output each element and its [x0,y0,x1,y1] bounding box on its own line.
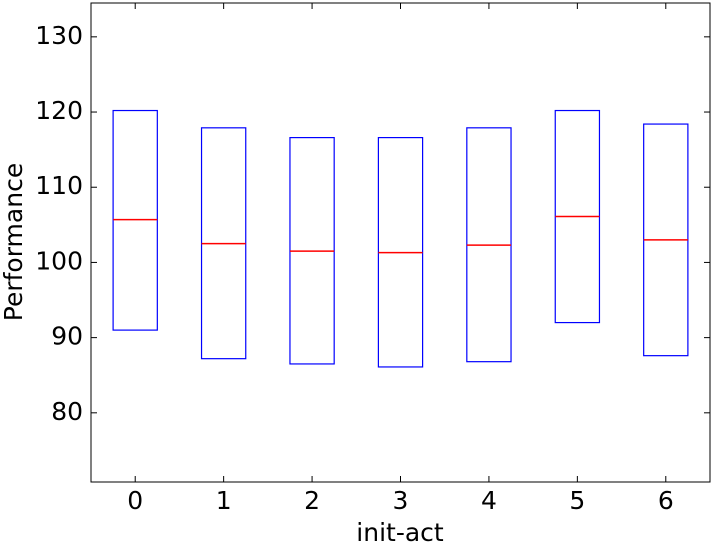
x-tick-label: 1 [216,486,232,515]
x-tick-label: 5 [569,486,585,515]
y-tick-label: 90 [51,322,83,351]
y-tick-label: 110 [35,171,83,200]
y-tick-label: 130 [35,21,83,50]
box [112,109,158,331]
y-tick-label: 100 [35,246,83,275]
x-tick-label: 0 [127,486,143,515]
x-axis-label: init-act [356,518,444,547]
x-tick-label: 6 [658,486,674,515]
x-tick-label: 4 [481,486,497,515]
plot-frame [90,2,711,483]
x-tick-label: 2 [304,486,320,515]
y-tick-label: 80 [51,397,83,426]
y-tick-label: 120 [35,96,83,125]
y-axis-label: Performance [0,163,28,321]
x-tick-label: 3 [393,486,409,515]
